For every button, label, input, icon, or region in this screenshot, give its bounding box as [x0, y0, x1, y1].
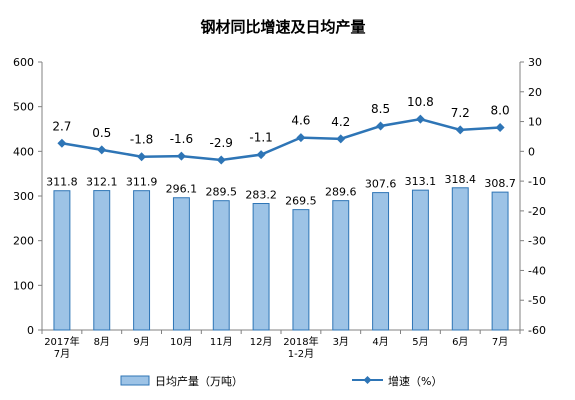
line-value-label: 2.7	[52, 119, 71, 133]
bar	[252, 203, 270, 331]
bar-value-label: 313.1	[405, 175, 437, 188]
bar	[491, 191, 509, 331]
line-point	[336, 134, 346, 144]
line-point	[415, 114, 425, 124]
line-value-label: 4.6	[291, 114, 310, 128]
x-tick-label: 12月	[250, 336, 273, 348]
bar-value-label: 269.5	[285, 195, 317, 208]
bar-value-label: 311.9	[126, 176, 158, 189]
bar	[93, 190, 111, 331]
x-tick-label: 7月	[54, 348, 70, 360]
bar-value-label: 311.8	[46, 176, 78, 189]
y-left-tick-label: 200	[13, 235, 34, 248]
line-value-label: -1.6	[170, 132, 193, 146]
line-value-label: 4.2	[331, 115, 350, 129]
line-point	[97, 145, 107, 155]
line-point	[256, 150, 266, 160]
x-tick-label: 5月	[412, 336, 428, 348]
y-right-tick-label: -40	[528, 264, 546, 277]
y-right-tick-label: 30	[528, 56, 542, 69]
line-value-label: 7.2	[451, 106, 470, 120]
line-point	[296, 133, 306, 143]
bar	[292, 209, 310, 331]
x-tick-label: 6月	[452, 336, 468, 348]
bar	[451, 187, 469, 331]
x-tick-label: 7月	[492, 336, 508, 348]
bar	[411, 189, 429, 331]
growth-line	[61, 117, 501, 162]
line-value-label: 0.5	[92, 126, 111, 140]
legend-bar-swatch	[120, 375, 150, 386]
line-series: 2.7 0.5 -1.8 -1.6 -2.9 -1.1 4.6 4.2 8.5 10.8 7.2 8.…	[52, 95, 510, 165]
line-value-label: 10.8	[407, 95, 434, 109]
x-tick-label: 10月	[170, 336, 193, 348]
bar	[212, 200, 230, 331]
bar-value-label: 318.4	[445, 173, 477, 186]
line-value-label: 8.5	[371, 102, 390, 116]
x-tick-label: 2018年	[283, 335, 318, 348]
line-point	[57, 138, 67, 148]
bar-value-label: 283.2	[245, 189, 277, 202]
chart-title: 钢材同比增速及日均产量	[200, 18, 365, 36]
bar-value-label: 289.6	[325, 186, 357, 199]
legend-bar-label: 日均产量（万吨）	[155, 374, 243, 388]
bar-value-label: 296.1	[166, 183, 198, 196]
bar	[133, 190, 151, 331]
y-right-tick-label: 0	[528, 145, 535, 158]
bar-value-label: 289.5	[206, 186, 238, 199]
bar-value-label: 312.1	[86, 176, 118, 189]
line-point	[495, 123, 505, 133]
x-tick-label: 4月	[372, 336, 388, 348]
bar	[172, 197, 190, 331]
bar	[332, 200, 350, 331]
y-left-tick-label: 600	[13, 56, 34, 69]
x-tick-label: 1-2月	[288, 348, 314, 360]
x-tick-label: 3月	[333, 336, 349, 348]
line-point	[137, 152, 147, 162]
legend: 日均产量（万吨） 增速（%）	[120, 374, 442, 388]
bar-value-label: 307.6	[365, 178, 397, 191]
x-tick-label: 2017年	[44, 335, 79, 348]
line-point	[455, 125, 465, 135]
legend-line-marker	[363, 376, 372, 384]
y-left-tick-label: 300	[13, 190, 34, 203]
axes: 0 100 200 300 400 500 600 -60 -50 -40 -30 -20 -10 0 10…	[13, 56, 546, 337]
y-left-tick-label: 500	[13, 101, 34, 114]
line-value-label: 8.0	[491, 104, 510, 118]
line-point	[216, 155, 226, 165]
y-left-tick-label: 100	[13, 279, 34, 292]
line-point	[176, 151, 186, 161]
y-right-tick-label: -50	[528, 294, 546, 307]
y-left-tick-label: 400	[13, 145, 34, 158]
line-value-label: -2.9	[210, 136, 233, 150]
y-left-tick-label: 0	[27, 324, 34, 337]
y-right-tick-label: -20	[528, 205, 546, 218]
x-tick-label: 11月	[210, 336, 233, 348]
line-value-label: -1.1	[249, 131, 272, 145]
line-point	[376, 121, 386, 131]
x-tick-label: 9月	[133, 336, 149, 348]
bar-series: 311.8 312.1 311.9 296.1 289.5 283.2 269.5 289.6…	[46, 173, 516, 331]
bar	[53, 190, 71, 331]
y-right-tick-label: -60	[528, 324, 546, 337]
legend-line-label: 增速（%）	[388, 374, 442, 388]
y-right-tick-label: -10	[528, 175, 546, 188]
x-tick-label: 8月	[94, 336, 110, 348]
y-right-tick-label: -30	[528, 235, 546, 248]
bar	[372, 192, 390, 331]
bar-value-label: 308.7	[484, 177, 516, 190]
line-value-label: -1.8	[130, 133, 153, 147]
y-right-tick-label: 10	[528, 116, 542, 129]
y-right-tick-label: 20	[528, 86, 542, 99]
